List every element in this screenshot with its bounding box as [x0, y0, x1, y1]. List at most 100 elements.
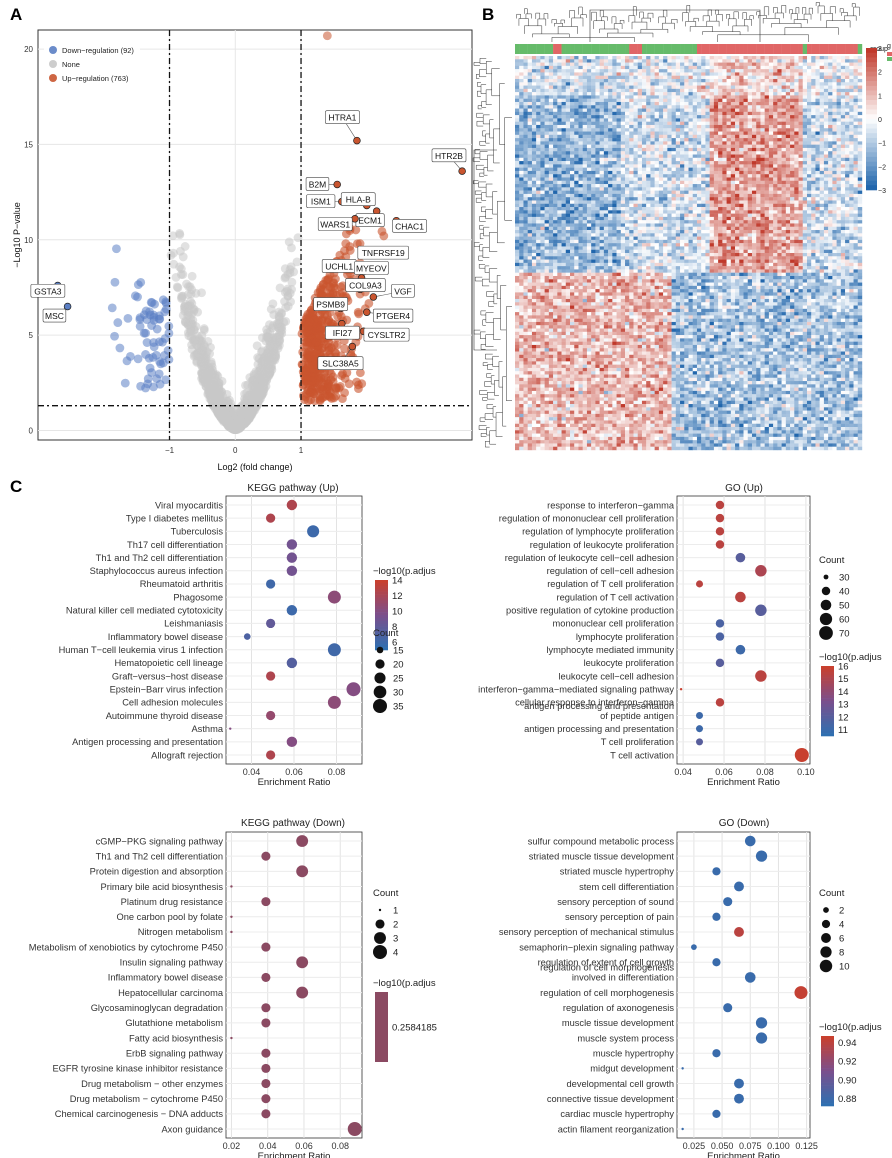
heatmap-cell [709, 62, 715, 67]
heatmap-cell [832, 72, 837, 76]
heatmap-cell [722, 105, 727, 109]
heatmap-cell [747, 108, 753, 113]
heatmap-cell [591, 164, 596, 168]
heatmap-cell [531, 161, 537, 165]
heatmap-cell [823, 69, 829, 73]
heatmap-cell [641, 147, 647, 152]
heatmap-cell [709, 157, 715, 162]
heatmap-cell [849, 144, 854, 149]
heatmap-cell [578, 101, 583, 106]
heatmap-cell [747, 161, 753, 165]
heatmap-cell [806, 78, 812, 83]
heatmap-cell [790, 82, 795, 86]
heatmap-cell [557, 75, 562, 80]
heatmap-cell [768, 75, 774, 80]
heatmap-cell [582, 72, 588, 76]
heatmap-cell [688, 161, 693, 165]
heatmap-cell [536, 85, 541, 90]
heatmap-cell [663, 134, 668, 139]
heatmap-cell [675, 88, 681, 93]
heatmap-cell [595, 65, 600, 70]
heatmap-cell [747, 101, 753, 106]
heatmap-cell [625, 134, 630, 139]
heatmap-cell [836, 157, 842, 162]
heatmap-cell [794, 138, 799, 142]
heatmap-cell [663, 62, 668, 67]
heatmap-cell [641, 65, 647, 70]
heatmap-cell [582, 95, 588, 99]
heatmap-cell [840, 124, 846, 129]
heatmap-cell [743, 95, 748, 99]
heatmap-cell [637, 154, 643, 158]
heatmap-cell [654, 111, 660, 116]
heatmap-cell [574, 108, 579, 113]
heatmap-cell [794, 88, 799, 93]
heatmap-cell [612, 115, 617, 119]
heatmap-cell [735, 167, 740, 172]
heatmap-cell [726, 115, 732, 119]
panel-label-b: B [482, 5, 494, 24]
heatmap-cell [637, 72, 643, 76]
heatmap-cell [536, 161, 541, 165]
heatmap-cell [544, 56, 550, 60]
heatmap-cell [857, 128, 863, 132]
heatmap-cell [625, 121, 630, 126]
heatmap-cell [663, 69, 668, 73]
heatmap-cell [722, 85, 727, 90]
heatmap-cell [692, 62, 698, 67]
heatmap-cell [701, 164, 706, 168]
heatmap-cell [773, 82, 778, 86]
heatmap-cell [794, 56, 799, 60]
heatmap-cell [667, 134, 672, 139]
heatmap-cell [794, 131, 799, 135]
heatmap-cell [578, 134, 583, 139]
heatmap-cell [544, 121, 550, 126]
heatmap-cell [853, 92, 858, 96]
heatmap-cell [684, 69, 689, 73]
heatmap-cell [544, 167, 550, 172]
heatmap-cell [523, 62, 528, 67]
heatmap-cell [790, 92, 795, 96]
heatmap-cell [536, 147, 541, 152]
heatmap-cell [836, 138, 842, 142]
heatmap-cell [806, 72, 812, 76]
heatmap-cell [515, 78, 520, 83]
heatmap-cell [671, 115, 677, 119]
heatmap-cell [857, 164, 863, 168]
heatmap-cell [599, 56, 605, 60]
heatmap-cell [705, 62, 710, 67]
heatmap-cell [764, 88, 770, 93]
heatmap-cell [713, 108, 719, 113]
heatmap-cell [591, 85, 596, 90]
heatmap-cell [815, 138, 820, 142]
heatmap-cell [675, 108, 681, 113]
heatmap-cell [574, 157, 579, 162]
volcano-point-none [177, 294, 186, 303]
heatmap-cell [553, 88, 558, 93]
heatmap-cell [641, 62, 647, 67]
heatmap-cell [828, 157, 833, 162]
heatmap-cell [777, 92, 782, 96]
heatmap-cell [739, 75, 744, 80]
heatmap-cell [815, 164, 820, 168]
heatmap-cell [756, 69, 761, 73]
heatmap-cell [836, 95, 842, 99]
heatmap-cell [620, 69, 626, 73]
heatmap-cell [637, 131, 643, 135]
heatmap-cell [620, 161, 626, 165]
heatmap-cell [701, 92, 706, 96]
heatmap-cell [684, 101, 689, 106]
heatmap-cell [794, 118, 799, 122]
heatmap-cell [811, 111, 816, 116]
heatmap-cell [705, 92, 710, 96]
heatmap-cell [586, 121, 592, 126]
heatmap-cell [553, 131, 558, 135]
heatmap-cell [790, 118, 795, 122]
heatmap-cell [773, 111, 778, 116]
heatmap-cell [612, 124, 617, 129]
heatmap-cell [730, 92, 736, 96]
heatmap-cell [582, 167, 588, 172]
heatmap-cell [781, 56, 787, 60]
heatmap-cell [548, 59, 554, 63]
heatmap-cell [658, 138, 664, 142]
